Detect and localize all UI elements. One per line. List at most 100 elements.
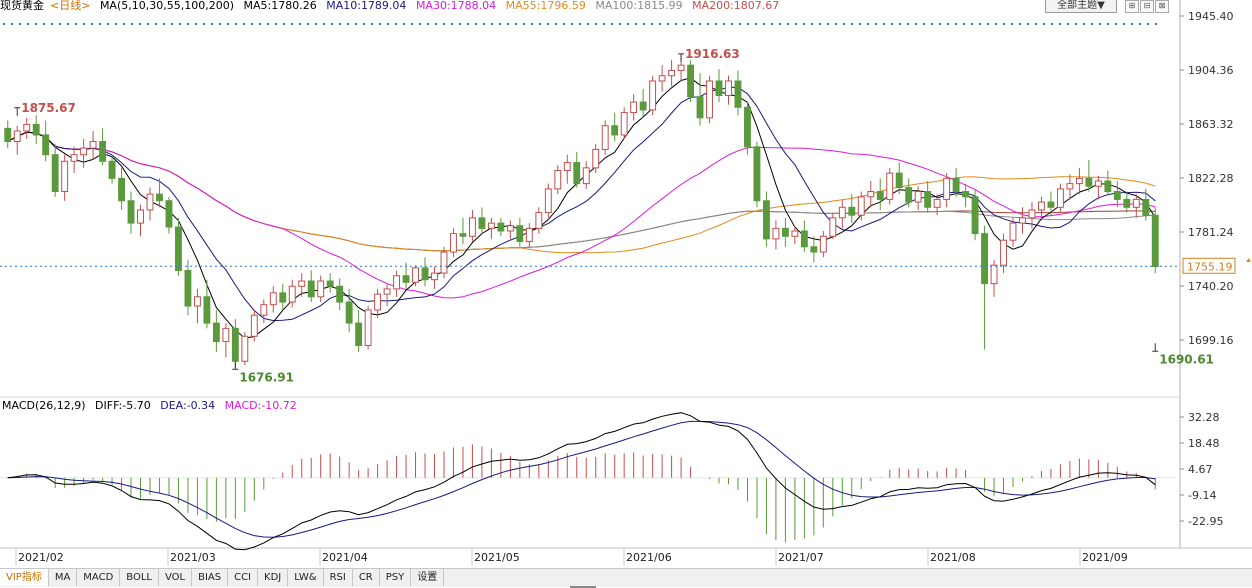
marker-dot — [115, 23, 117, 25]
candle-down — [876, 191, 884, 200]
candle-down — [184, 269, 192, 307]
ma5-value: MA5:1780.26 — [243, 0, 317, 12]
tab-rsi[interactable]: RSI — [324, 569, 353, 586]
price-tick-label: 1699.16 — [1188, 334, 1234, 347]
tab-boll[interactable]: BOLL — [120, 569, 159, 586]
macd-params: MACD(26,12,9) — [2, 399, 86, 412]
indicator-tabs: VIP指标 MA MACD BOLL VOL BIAS CCI KDJ LW& … — [0, 568, 1252, 587]
period-label[interactable]: <日线> — [50, 0, 91, 12]
tab-lw[interactable]: LW& — [288, 569, 324, 586]
candle-down — [971, 196, 979, 235]
date-label: 2021/07 — [778, 551, 824, 564]
marker-dot — [875, 23, 877, 25]
marker-dot — [971, 23, 973, 25]
marker-dot — [459, 23, 461, 25]
tab-ma[interactable]: MA — [49, 569, 78, 586]
tab-settings[interactable]: 设置 — [411, 569, 445, 586]
candle-down — [981, 233, 988, 285]
tab-cr[interactable]: CR — [353, 569, 380, 586]
candle-down — [573, 162, 581, 185]
tab-vip[interactable]: VIP指标 — [0, 569, 49, 586]
date-label: 2021/02 — [18, 551, 64, 564]
tab-vol[interactable]: VOL — [159, 569, 193, 586]
marker-dot — [899, 23, 901, 25]
marker-dot — [1107, 23, 1109, 25]
marker-dot — [43, 23, 45, 25]
marker-dot — [83, 23, 85, 25]
current-price-box — [1182, 257, 1236, 274]
marker-dot — [1051, 23, 1053, 25]
marker-dot — [531, 23, 533, 25]
marker-dot — [299, 23, 301, 25]
candle-down — [895, 172, 903, 189]
split-window-icon[interactable]: ⊟ — [1140, 0, 1154, 13]
theme-dropdown[interactable]: 全部主题▼ — [1045, 0, 1117, 13]
marker-dot — [691, 23, 693, 25]
candle-up — [260, 304, 268, 316]
candle-down — [962, 191, 970, 198]
candle-up — [933, 198, 941, 208]
extreme-price-label: 1690.61 — [1159, 352, 1214, 366]
current-price-label: 1755.19 — [1187, 260, 1233, 273]
horizontal-scrollbar[interactable] — [570, 586, 596, 588]
marker-dot — [659, 23, 661, 25]
tab-bias[interactable]: BIAS — [192, 569, 229, 586]
marker-dot — [539, 23, 541, 25]
candle-down — [1085, 177, 1093, 187]
marker-dot — [587, 23, 589, 25]
tab-psy[interactable]: PSY — [380, 569, 412, 586]
candle-up — [440, 251, 448, 274]
candle-up — [791, 230, 799, 237]
marker-dot — [915, 23, 917, 25]
candlestick-chart[interactable]: 1945.40 1904.36 1863.32 1822.28 1781.24 1740.… — [0, 0, 1252, 568]
marker-dot — [243, 23, 245, 25]
macd-tick-label: -9.14 — [1188, 489, 1216, 502]
marker-dot — [91, 23, 93, 25]
tab-macd[interactable]: MACD — [77, 569, 121, 586]
marker-dot — [331, 23, 333, 25]
marker-dot — [1075, 23, 1077, 25]
macd-tick-label: -22.95 — [1188, 515, 1223, 528]
candle-up — [288, 285, 296, 303]
candle-down — [478, 217, 486, 229]
macd-tick-label: 32.28 — [1188, 411, 1220, 424]
tab-cci[interactable]: CCI — [228, 569, 259, 586]
price-tick-label: 1781.24 — [1188, 226, 1234, 239]
ma30-value: MA30:1788.04 — [415, 0, 497, 12]
marker-dot — [787, 23, 789, 25]
close-window-icon[interactable]: ⊠ — [1155, 0, 1169, 13]
marker-dot — [387, 23, 389, 25]
candle-down — [753, 146, 761, 202]
marker-dot — [1155, 23, 1157, 25]
marker-dot — [123, 23, 125, 25]
candle-down — [497, 222, 505, 232]
candle-down — [905, 187, 913, 203]
marker-dot — [1099, 23, 1101, 25]
marker-dot — [283, 23, 285, 25]
candle-up — [61, 160, 69, 193]
marker-dot — [67, 23, 69, 25]
marker-dot — [731, 23, 733, 25]
candle-up — [857, 196, 865, 216]
candle-up — [298, 280, 306, 287]
instrument-name: 现货黄金 — [0, 0, 44, 12]
date-label: 2021/05 — [474, 551, 520, 564]
candle-up — [80, 147, 88, 156]
marker-dot — [131, 23, 133, 25]
marker-dot — [315, 23, 317, 25]
marker-dot — [339, 23, 341, 25]
tab-kdj[interactable]: KDJ — [258, 569, 289, 586]
marker-dot — [235, 23, 237, 25]
tile-window-icon[interactable]: ⊞ — [1125, 0, 1139, 13]
marker-dot — [107, 23, 109, 25]
marker-dot — [859, 23, 861, 25]
candle-down — [1047, 201, 1055, 208]
candle-up — [506, 225, 514, 232]
marker-dot — [1059, 23, 1061, 25]
extreme-price-label: 1676.91 — [239, 370, 294, 384]
candle-up — [193, 296, 201, 307]
candle-down — [696, 96, 704, 119]
candle-down — [734, 80, 742, 108]
marker-dot — [1147, 23, 1149, 25]
marker-dot — [931, 23, 933, 25]
